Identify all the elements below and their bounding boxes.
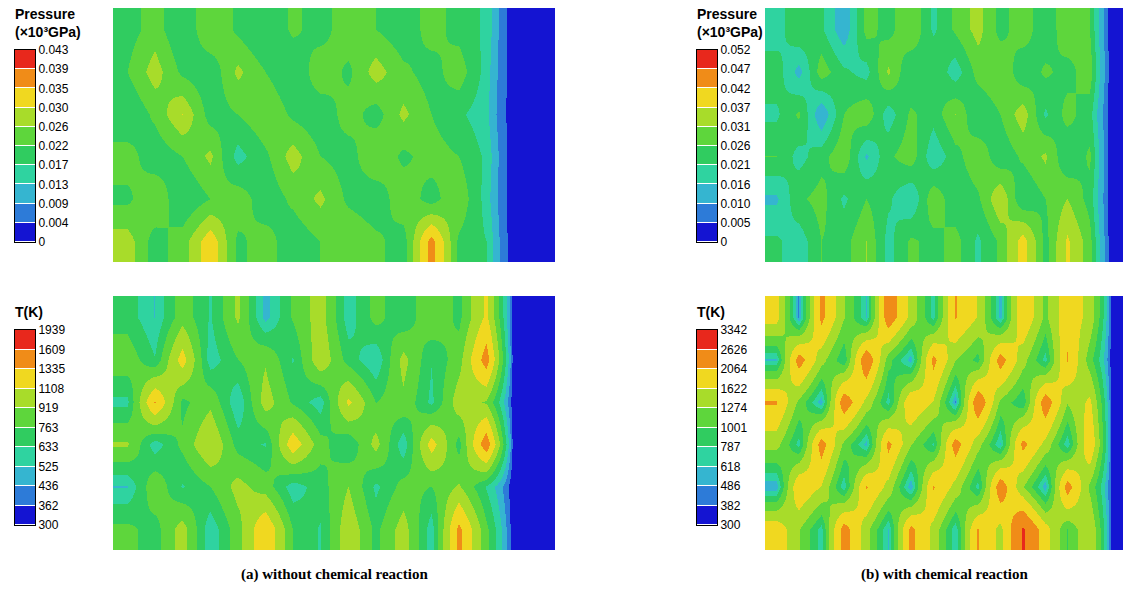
svg-text:Pressure(×10³GPa): Pressure(×10³GPa) [697, 6, 763, 40]
svg-text:(b) with chemical reaction: (b) with chemical reaction [861, 566, 1028, 583]
svg-text:1939: 1939 [38, 323, 65, 337]
svg-text:0.052: 0.052 [720, 43, 750, 57]
svg-text:0.026: 0.026 [720, 139, 750, 153]
svg-text:0.021: 0.021 [720, 158, 750, 172]
svg-text:763: 763 [38, 421, 58, 435]
svg-text:T(K): T(K) [697, 304, 725, 320]
svg-text:0.022: 0.022 [38, 139, 68, 153]
svg-text:0.043: 0.043 [38, 43, 68, 57]
svg-text:300: 300 [38, 518, 58, 532]
svg-text:2064: 2064 [720, 362, 747, 376]
svg-text:0: 0 [38, 235, 45, 249]
svg-text:(a) without chemical reaction: (a) without chemical reaction [241, 566, 428, 583]
svg-text:919: 919 [38, 401, 58, 415]
svg-text:0.016: 0.016 [720, 178, 750, 192]
svg-text:0.035: 0.035 [38, 82, 68, 96]
svg-text:0.037: 0.037 [720, 101, 750, 115]
svg-text:633: 633 [38, 440, 58, 454]
svg-text:T(K): T(K) [15, 304, 43, 320]
svg-text:0.039: 0.039 [38, 62, 68, 76]
svg-text:0: 0 [720, 235, 727, 249]
svg-text:0.005: 0.005 [720, 216, 750, 230]
svg-text:2626: 2626 [720, 343, 747, 357]
svg-text:0.047: 0.047 [720, 62, 750, 76]
svg-text:3342: 3342 [720, 323, 747, 337]
svg-text:1108: 1108 [38, 382, 64, 396]
svg-text:0.013: 0.013 [38, 178, 68, 192]
svg-text:0.004: 0.004 [38, 216, 68, 230]
svg-text:300: 300 [720, 518, 740, 532]
svg-text:0.026: 0.026 [38, 120, 68, 134]
svg-text:0.017: 0.017 [38, 158, 68, 172]
svg-text:618: 618 [720, 460, 740, 474]
svg-text:0.042: 0.042 [720, 82, 750, 96]
svg-text:0.030: 0.030 [38, 101, 68, 115]
svg-text:486: 486 [720, 479, 740, 493]
svg-text:0.031: 0.031 [720, 120, 750, 134]
svg-text:0.010: 0.010 [720, 197, 750, 211]
svg-text:1609: 1609 [38, 343, 65, 357]
svg-text:Pressure(×10³GPa): Pressure(×10³GPa) [15, 6, 81, 40]
svg-text:525: 525 [38, 460, 58, 474]
svg-text:787: 787 [720, 440, 740, 454]
svg-text:362: 362 [38, 499, 58, 513]
svg-text:382: 382 [720, 499, 740, 513]
svg-text:0.009: 0.009 [38, 197, 68, 211]
svg-text:1622: 1622 [720, 382, 747, 396]
svg-text:1335: 1335 [38, 362, 65, 376]
svg-text:1274: 1274 [720, 401, 747, 415]
svg-text:436: 436 [38, 479, 58, 493]
svg-text:1001: 1001 [720, 421, 747, 435]
